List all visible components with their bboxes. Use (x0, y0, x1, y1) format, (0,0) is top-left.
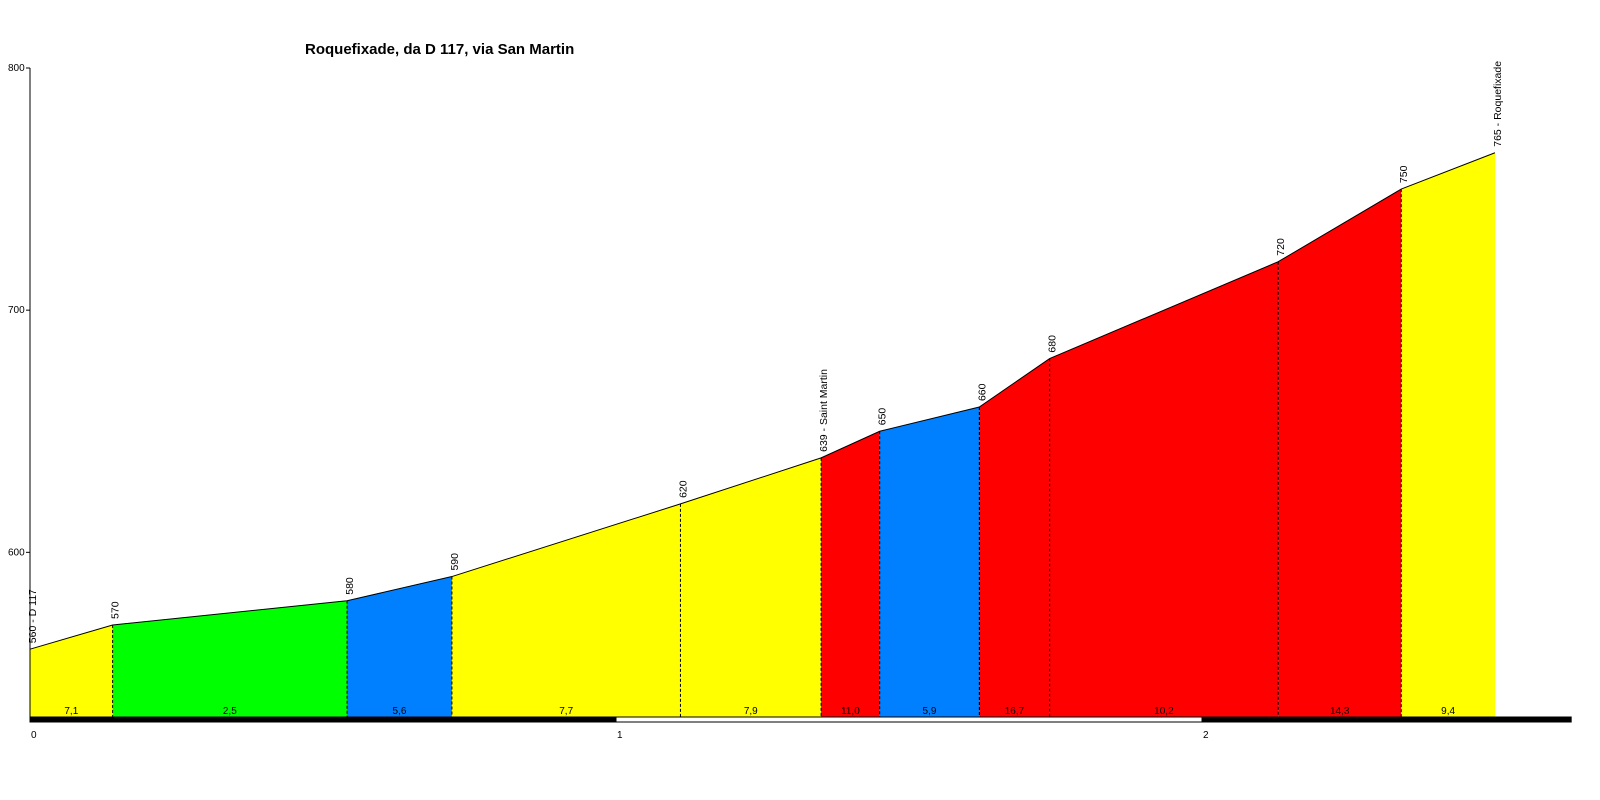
segment-area-1 (30, 624, 113, 717)
gradient-label: 7,9 (744, 706, 758, 717)
altitude-label: 620 (677, 480, 689, 498)
y-tick-label: 600 (8, 547, 25, 558)
gradient-labels-layer: 7,1 2,5 5,6 7,7 7,9 11,0 5,9 16,7 10,2 14,3 9,4 (64, 706, 1455, 717)
gradient-label: 11,0 (841, 706, 860, 717)
gradient-label: 5,9 (923, 706, 937, 717)
profile-line (29, 152, 1496, 650)
segment-area-2 (112, 600, 348, 717)
segment-area-10 (1278, 189, 1402, 717)
altitude-label: 590 (449, 553, 461, 571)
gradient-label: 9,4 (1441, 706, 1455, 717)
segment-area-6 (821, 431, 880, 717)
gradient-label: 7,1 (64, 706, 78, 717)
altitude-label: 680 (1047, 335, 1059, 353)
segment-area-3 (347, 576, 452, 717)
altitude-label: 560 - D 117 (27, 589, 39, 643)
altitude-label: 580 (344, 577, 356, 595)
gradient-label: 16,7 (1005, 706, 1025, 717)
x-axis-ticks: 0 1 2 (31, 730, 1209, 741)
altitude-labels-layer: 560 - D 117 570 580 590 620 639 - Saint Marti… (27, 61, 1504, 643)
segment-area-9 (1049, 261, 1279, 717)
dividers-layer (112, 189, 1402, 717)
segment-area-11 (1401, 152, 1495, 718)
altitude-label: 660 (976, 383, 988, 401)
y-axis: 600 700 800 (8, 63, 31, 717)
altitude-label: 570 (110, 601, 122, 619)
altitude-label: 650 (877, 408, 889, 426)
x-tick-label: 2 (1203, 730, 1209, 741)
y-tick-label: 800 (8, 63, 25, 74)
segment-area-7 (879, 407, 980, 717)
gradient-label: 10,2 (1154, 706, 1174, 717)
gradient-label: 14,3 (1330, 706, 1350, 717)
altitude-label: 639 - Saint Martin (818, 369, 830, 452)
gradient-label: 7,7 (559, 706, 573, 717)
segments-layer (30, 152, 1495, 718)
x-tick-label: 0 (31, 730, 37, 741)
profile-outline-layer (29, 152, 1496, 650)
chart-title: Roquefixade, da D 117, via San Martin (305, 41, 574, 58)
y-tick-label: 700 (8, 305, 25, 316)
gradient-label: 2,5 (223, 706, 237, 717)
altitude-label: 750 (1398, 165, 1410, 183)
altitude-label: 765 - Roquefixade (1492, 61, 1504, 147)
km-bar-segment (615, 716, 1203, 723)
segment-area-5 (680, 457, 822, 717)
km-bar-segment (29, 716, 617, 723)
segment-area-8 (979, 358, 1050, 717)
gradient-label: 5,6 (393, 706, 407, 717)
x-tick-label: 1 (617, 730, 623, 741)
segment-area-4 (451, 503, 681, 717)
km-bar-segment (1201, 716, 1572, 723)
km-bar (29, 716, 1572, 723)
altitude-label: 720 (1275, 238, 1287, 256)
